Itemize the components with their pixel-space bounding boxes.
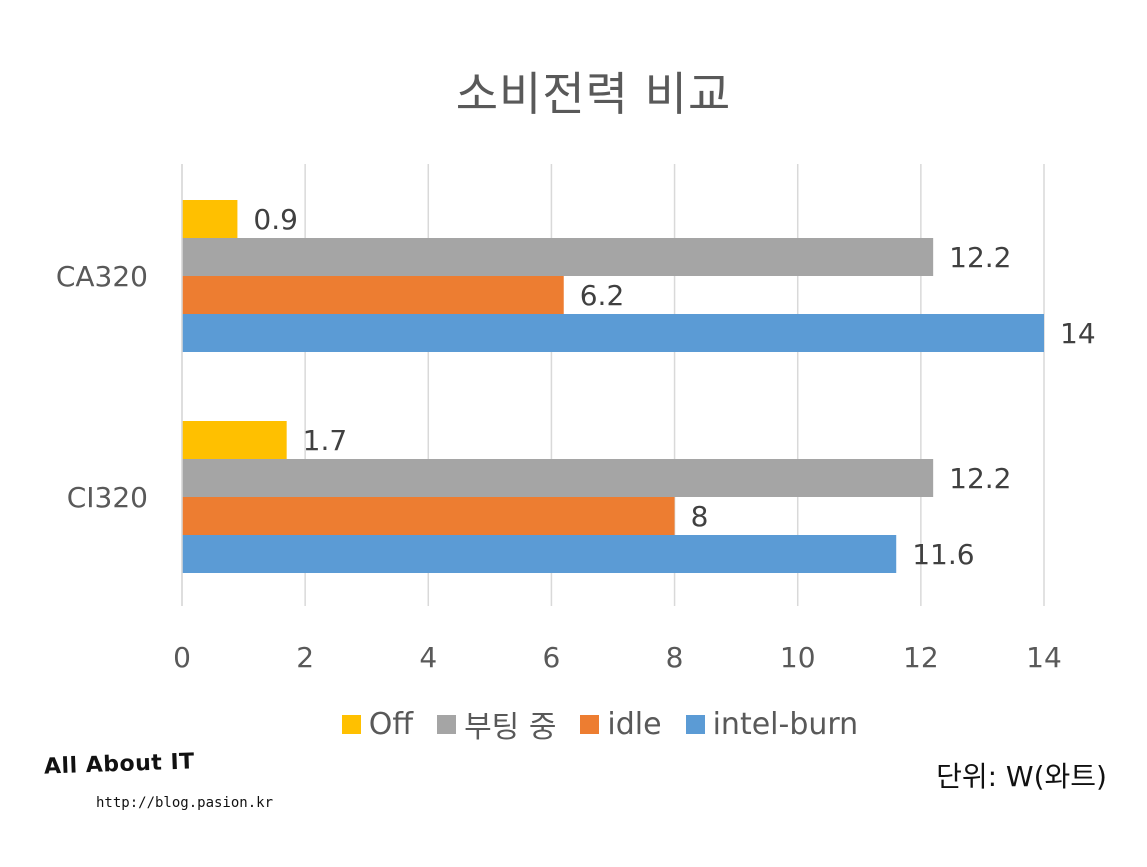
watermark-brand: All About IT: [43, 749, 196, 780]
bar-chart: 0 2 4 6 8 10 12 14 CA320 CI320 0.9 12.2 6.2 14 1.7 12.2…: [56, 164, 1096, 674]
x-tick-label: 4: [419, 641, 437, 674]
watermark-url: http://blog.pasion.kr: [96, 795, 274, 811]
data-label: 0.9: [253, 203, 298, 236]
legend-swatch: [685, 714, 705, 734]
data-label: 8: [691, 500, 709, 533]
data-label: 1.7: [303, 424, 348, 457]
legend: Off 부팅 중 idle intel-burn: [0, 702, 1147, 746]
bar: [182, 459, 934, 497]
category-label: CI320: [67, 481, 148, 514]
legend-label: Off: [368, 706, 414, 742]
x-tick-label: 14: [1026, 641, 1062, 674]
legend-label: idle: [607, 706, 662, 742]
legend-item: Off: [341, 706, 414, 742]
legend-swatch: [437, 714, 457, 734]
bar: [182, 497, 675, 535]
legend-label: intel-burn: [712, 706, 859, 742]
legend-swatch: [580, 714, 600, 734]
data-label: 6.2: [580, 279, 625, 312]
x-tick-label: 6: [543, 641, 561, 674]
chart-title: 소비전력 비교: [455, 67, 732, 121]
bar: [182, 421, 287, 459]
legend-item: idle: [580, 706, 662, 742]
bar: [182, 535, 897, 573]
bar: [182, 314, 1044, 352]
category-label: CA320: [56, 260, 148, 293]
data-label: 11.6: [912, 538, 974, 571]
x-tick-label: 8: [666, 641, 684, 674]
data-label: 14: [1060, 317, 1096, 350]
legend-swatch: [341, 714, 361, 734]
legend-item: intel-burn: [685, 706, 859, 742]
x-tick-label: 0: [173, 641, 191, 674]
x-tick-label: 10: [780, 641, 816, 674]
bar: [182, 238, 934, 276]
x-tick-label: 2: [296, 641, 314, 674]
x-tick-label: 12: [903, 641, 939, 674]
legend-label: 부팅 중: [464, 710, 557, 745]
bar: [182, 276, 564, 314]
bar: [182, 200, 238, 238]
unit-note: 단위: W(와트): [936, 760, 1107, 793]
data-label: 12.2: [949, 241, 1011, 274]
legend-item: 부팅 중: [437, 702, 556, 746]
data-label: 12.2: [949, 462, 1011, 495]
